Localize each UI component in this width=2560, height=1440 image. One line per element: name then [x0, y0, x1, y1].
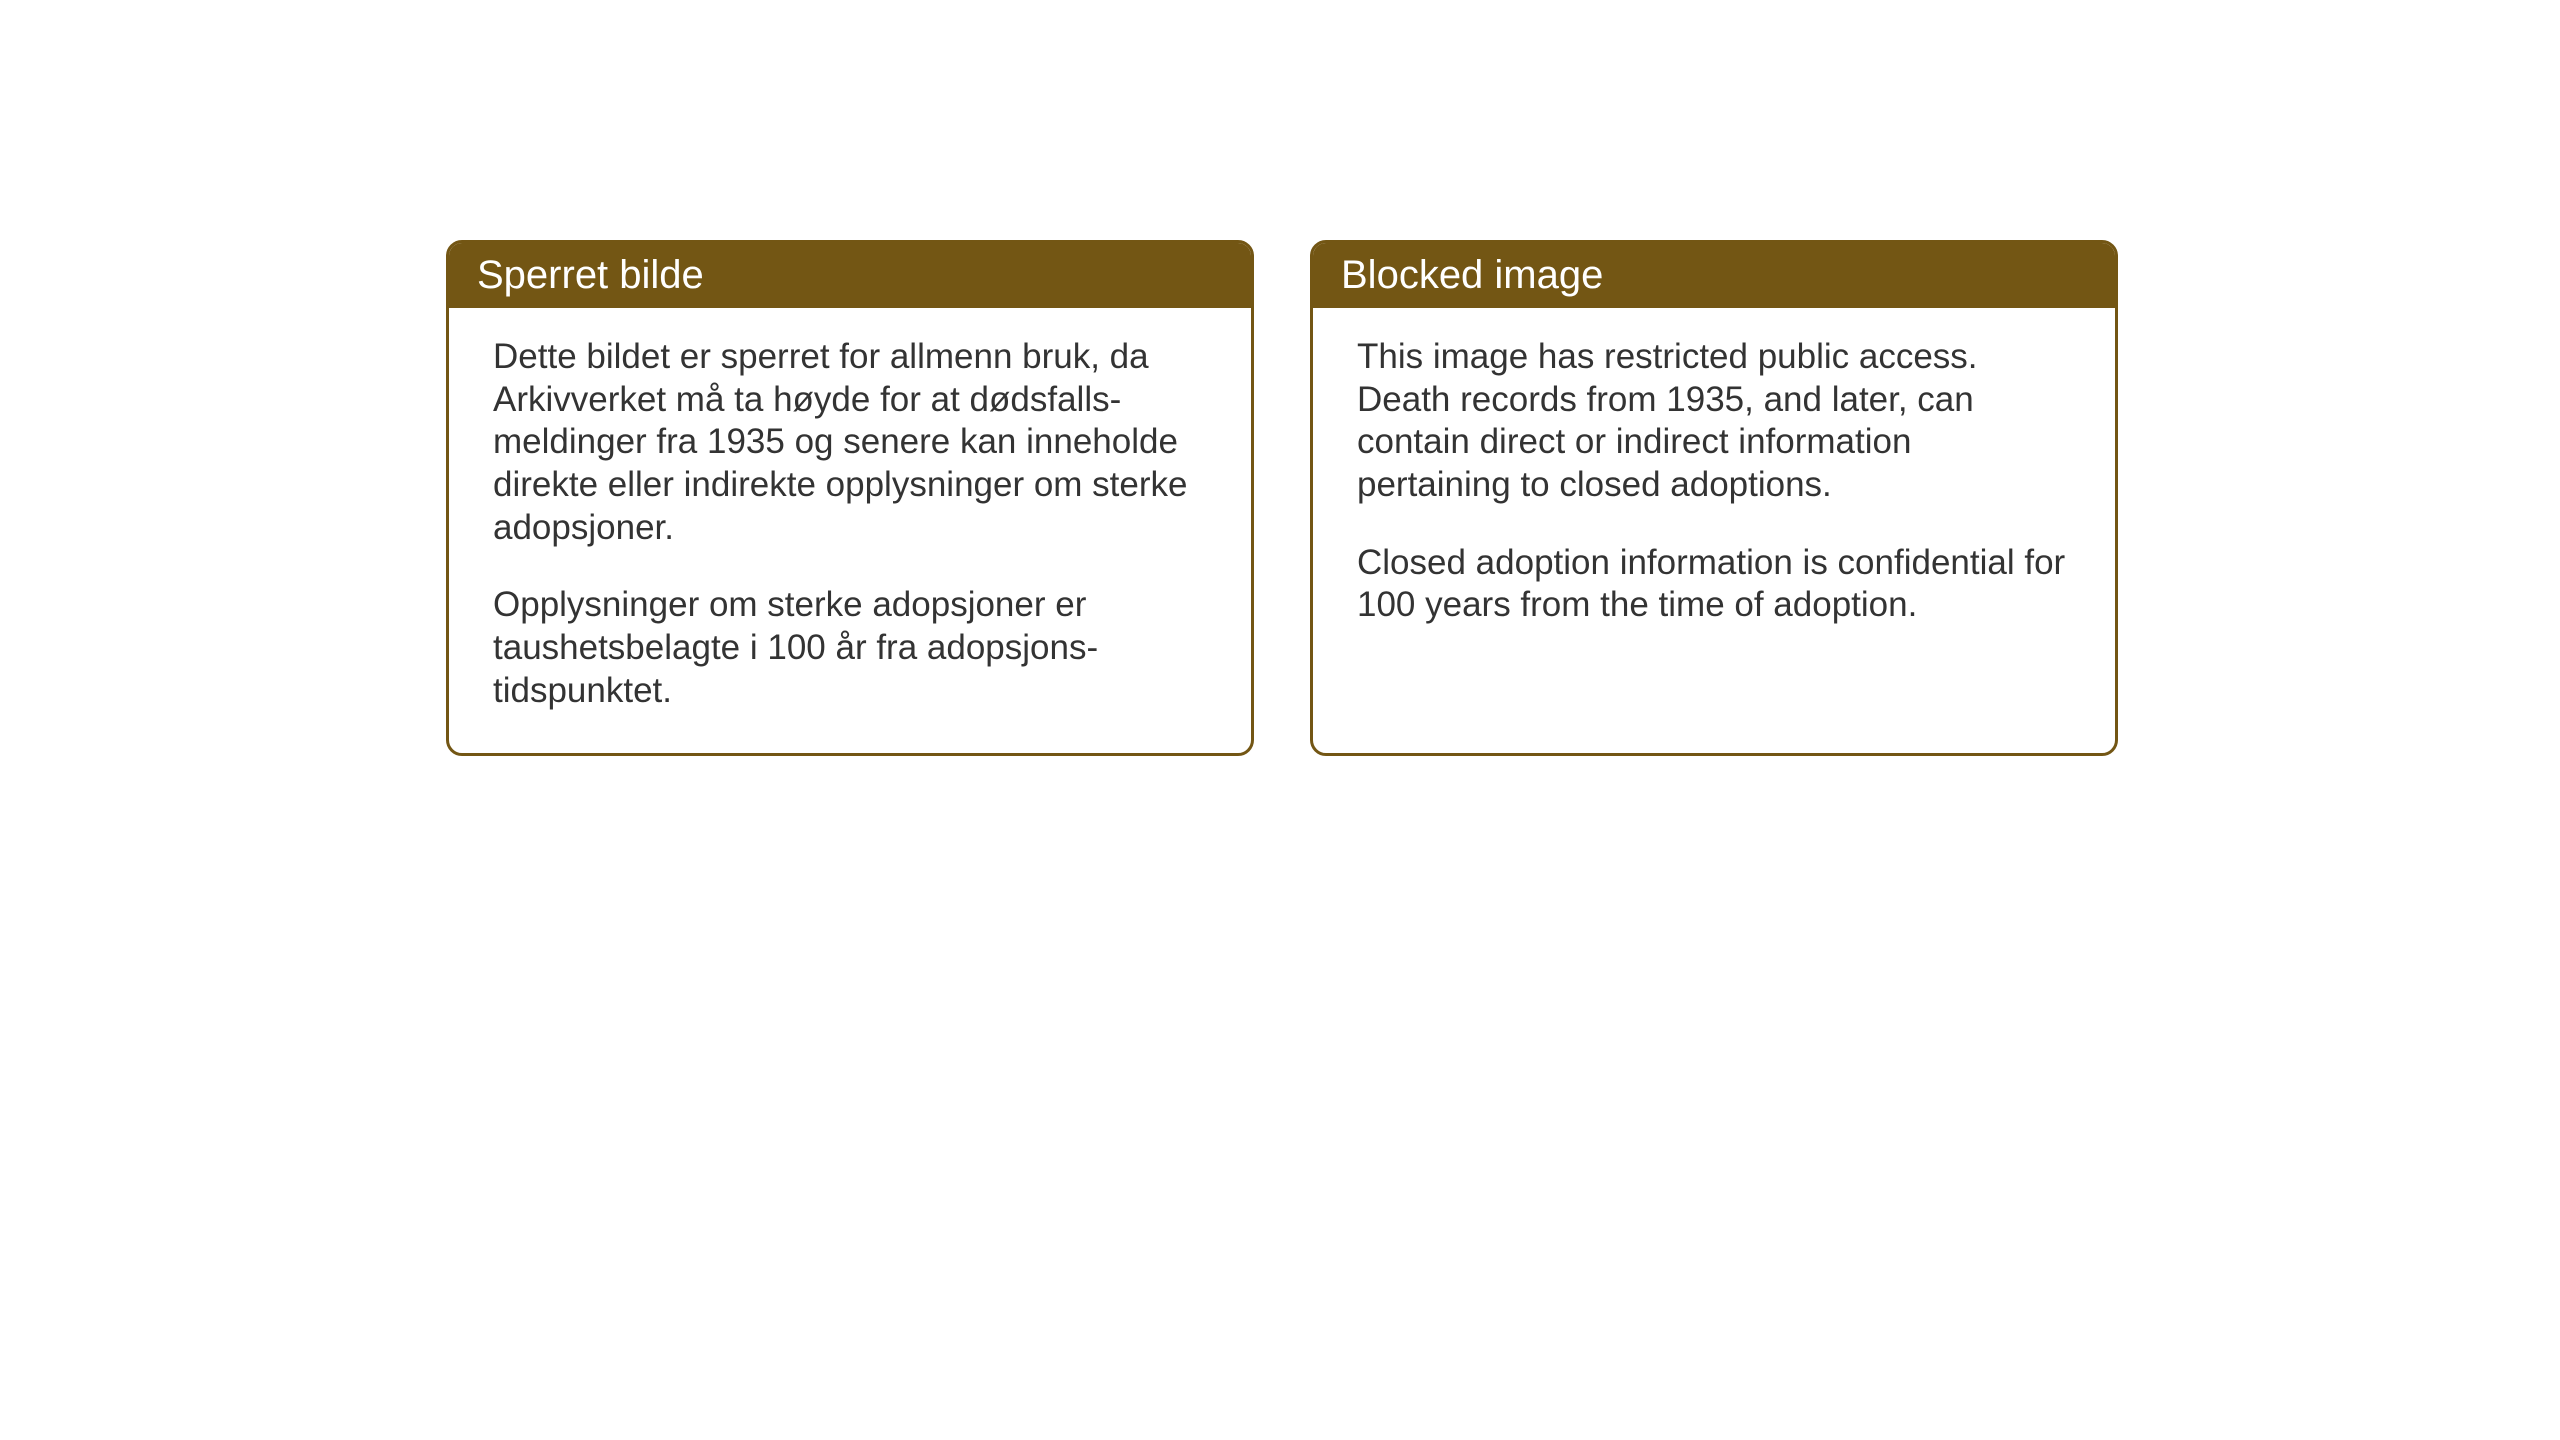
- card-paragraph: This image has restricted public access.…: [1357, 336, 2071, 507]
- notice-card-norwegian: Sperret bilde Dette bildet er sperret fo…: [446, 240, 1254, 756]
- card-paragraph: Dette bildet er sperret for allmenn bruk…: [493, 336, 1207, 549]
- card-body: Dette bildet er sperret for allmenn bruk…: [449, 308, 1251, 753]
- notice-cards-container: Sperret bilde Dette bildet er sperret fo…: [446, 240, 2118, 756]
- card-paragraph: Closed adoption information is confident…: [1357, 542, 2071, 627]
- card-title: Blocked image: [1341, 253, 1603, 297]
- card-paragraph: Opplysninger om sterke adopsjoner er tau…: [493, 584, 1207, 712]
- card-header: Sperret bilde: [449, 243, 1251, 308]
- card-body: This image has restricted public access.…: [1313, 308, 2115, 738]
- card-header: Blocked image: [1313, 243, 2115, 308]
- card-title: Sperret bilde: [477, 253, 704, 297]
- notice-card-english: Blocked image This image has restricted …: [1310, 240, 2118, 756]
